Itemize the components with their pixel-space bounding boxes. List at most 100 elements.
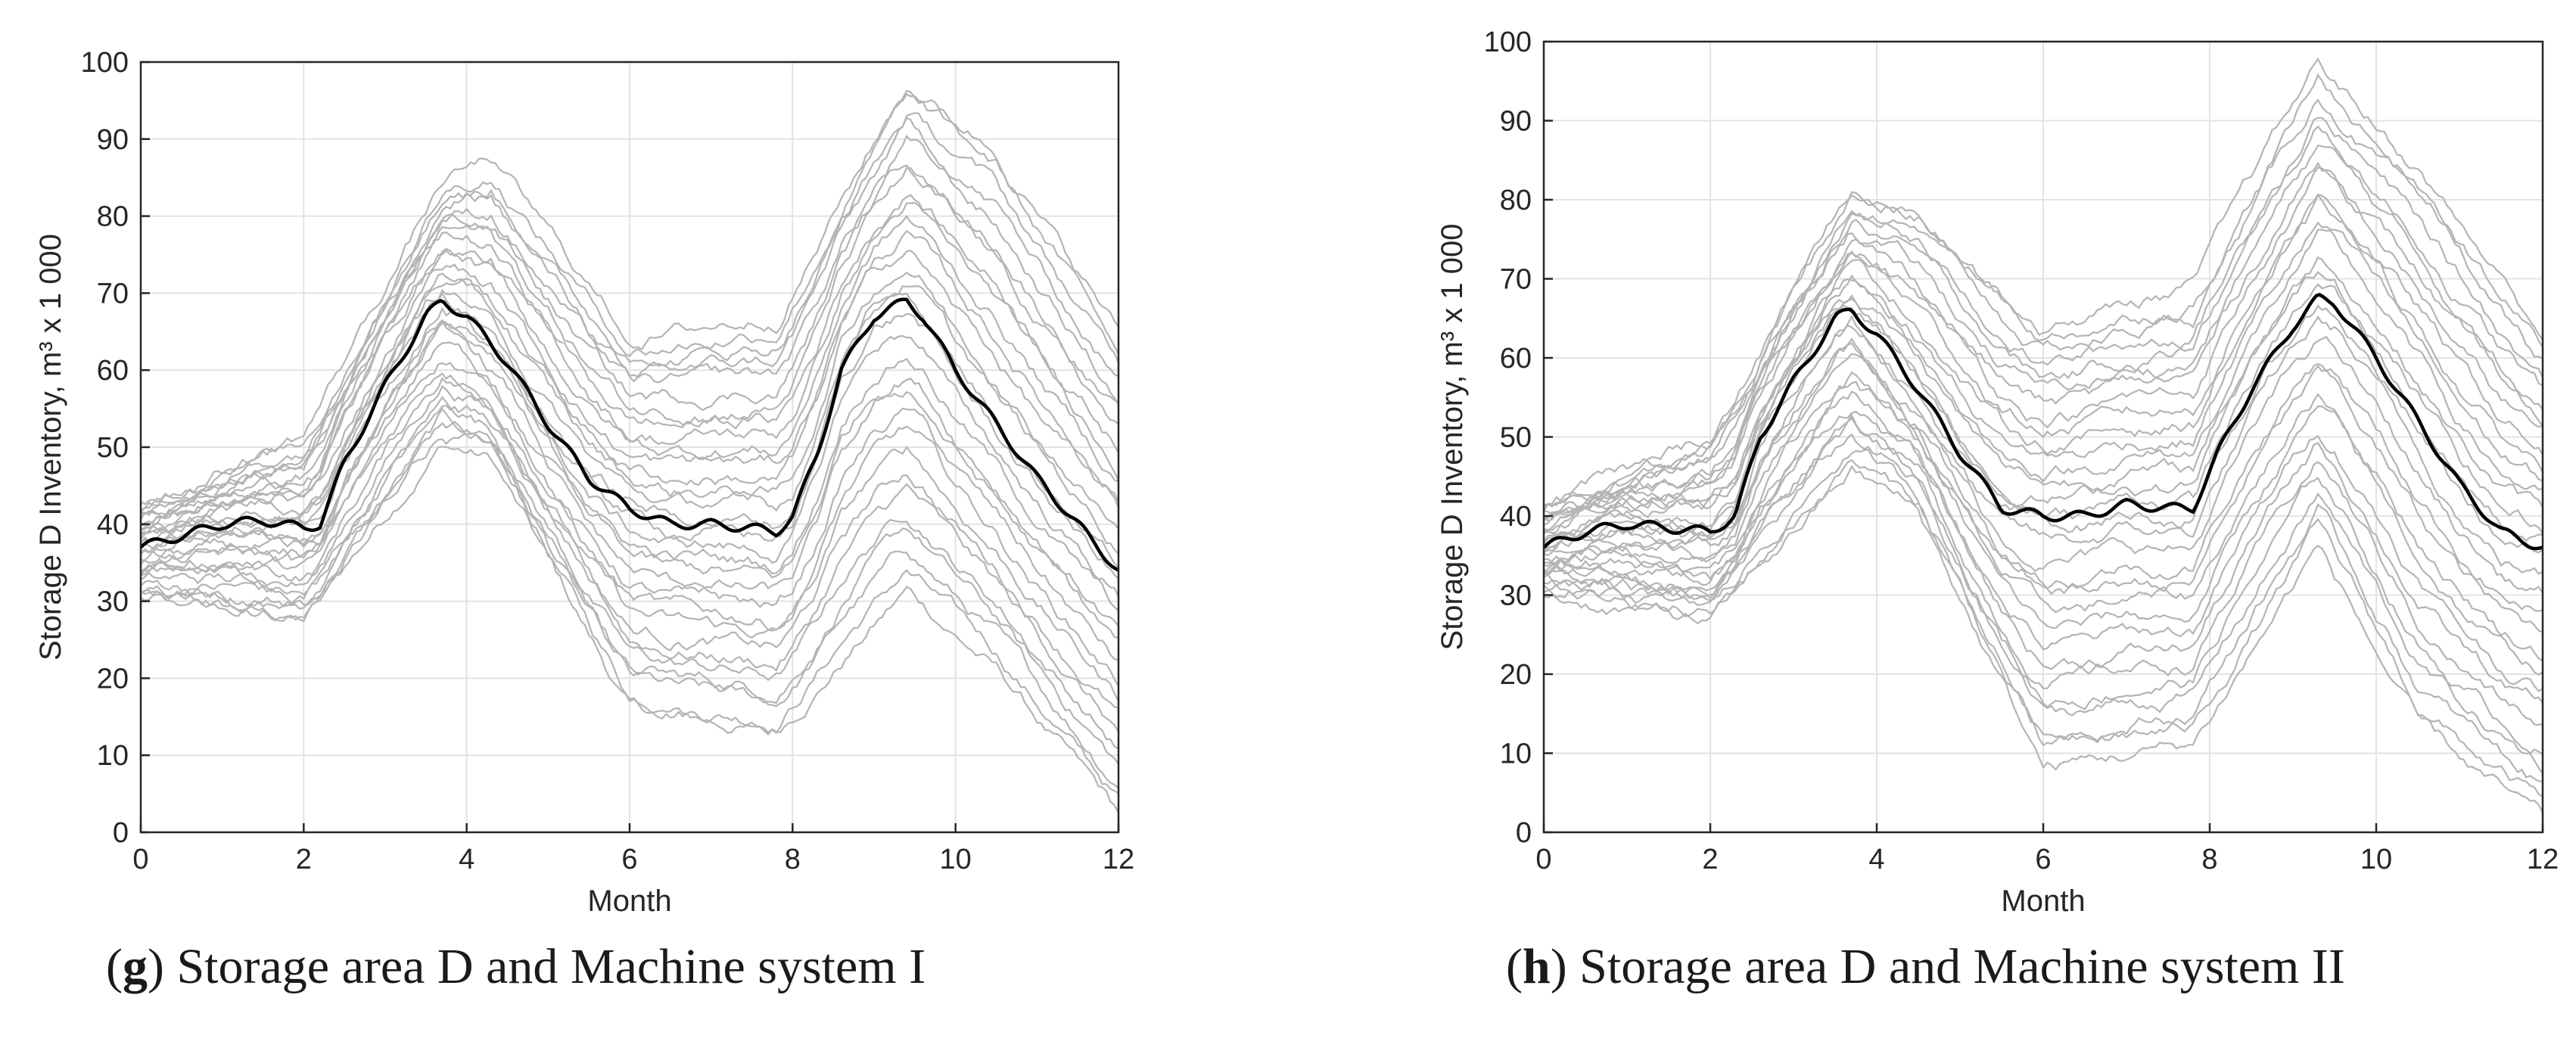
simulation-line <box>1543 433 2543 775</box>
caption-h-letter: h <box>1522 939 1551 994</box>
simulation-line <box>1543 144 2543 522</box>
y-axis-label: Storage D Inventory, m³ x 1 000 <box>34 234 67 661</box>
simulation-line <box>140 362 1119 661</box>
simulation-line <box>1543 390 2543 692</box>
x-tick-label: 2 <box>296 844 312 875</box>
simulation-line <box>140 93 1119 511</box>
simulation-line <box>140 407 1119 789</box>
x-tick-label: 10 <box>940 844 972 875</box>
x-tick-label: 4 <box>1868 844 1884 875</box>
caption-g-letter: g <box>122 939 148 994</box>
x-axis-label: Month <box>2001 884 2085 918</box>
simulation-line <box>141 194 1119 527</box>
simulation-line <box>1543 342 2543 612</box>
y-tick-label: 10 <box>1500 738 1532 770</box>
simulation-line <box>140 430 1119 794</box>
y-tick-label: 60 <box>1500 343 1532 375</box>
y-tick-label: 40 <box>1500 501 1532 533</box>
simulation-line <box>140 112 1120 516</box>
x-tick-label: 12 <box>2527 844 2559 875</box>
simulation-line <box>140 446 1119 813</box>
simulation-line <box>1543 410 2543 704</box>
simulation-line <box>1543 448 2543 782</box>
simulation-line <box>140 372 1119 687</box>
y-tick-label: 30 <box>97 586 129 618</box>
simulation-line <box>1543 283 2543 543</box>
y-axis-label: Storage D Inventory, m³ x 1 000 <box>1436 224 1469 651</box>
simulation-line <box>1543 465 2543 813</box>
y-tick-label: 0 <box>1516 817 1532 849</box>
x-tick-label: 8 <box>2201 844 2217 875</box>
y-tick-label: 100 <box>81 47 129 79</box>
simulation-line <box>140 319 1119 627</box>
caption-h-text: ) Storage area D and Machine system II <box>1550 939 2345 994</box>
y-tick-label: 70 <box>1500 264 1532 296</box>
simulation-line <box>140 230 1119 535</box>
simulation-line <box>1543 193 2543 533</box>
caption-h: (h) Storage area D and Machine system II <box>1506 938 2345 996</box>
simulation-line <box>1543 125 2543 520</box>
y-tick-label: 0 <box>113 817 129 849</box>
x-tick-label: 0 <box>132 844 148 875</box>
simulation-line <box>140 164 1119 518</box>
simulation-line <box>140 420 1119 765</box>
simulation-line <box>140 117 1119 513</box>
simulation-line <box>1543 416 2543 726</box>
x-tick-label: 6 <box>2035 844 2051 875</box>
simulation-line <box>140 201 1119 531</box>
simulation-line <box>140 384 1119 709</box>
simulation-line <box>1543 57 2543 507</box>
x-tick-label: 6 <box>621 844 637 875</box>
simulation-line <box>1543 271 2543 550</box>
y-tick-label: 90 <box>97 124 129 156</box>
simulation-line <box>140 377 1119 702</box>
simulation-line <box>1543 161 2543 521</box>
y-tick-label: 100 <box>1484 26 1532 58</box>
caption-g-text: ) Storage area D and Machine system I <box>147 939 926 994</box>
simulation-line <box>140 396 1119 750</box>
simulation-line <box>1543 335 2543 594</box>
simulation-line <box>140 166 1119 527</box>
x-tick-label: 2 <box>1702 844 1718 875</box>
simulation-line <box>1543 117 2543 511</box>
y-tick-label: 70 <box>97 278 129 309</box>
y-tick-label: 60 <box>97 355 129 387</box>
simulation-line <box>1543 353 2543 633</box>
simulation-line <box>140 89 1119 505</box>
simulation-line <box>1543 315 2543 575</box>
y-tick-label: 50 <box>1500 422 1532 454</box>
simulation-line <box>1543 413 2543 755</box>
x-tick-label: 4 <box>459 844 474 875</box>
caption-g-open: ( <box>106 939 123 994</box>
x-tick-label: 8 <box>785 844 801 875</box>
simulation-line <box>1543 98 2543 516</box>
caption-h-open: ( <box>1506 939 1523 994</box>
caption-g: (g) Storage area D and Machine system I <box>106 938 926 996</box>
y-tick-label: 10 <box>97 740 129 772</box>
chart-h: 0 2 4 6 8 10 12 0 10 20 30 40 50 60 70 80 90 100 Month Stor… <box>1436 26 2559 918</box>
simulation-line <box>140 319 1119 612</box>
y-tick-label: 80 <box>1500 185 1532 216</box>
chart-g: 0 2 4 6 8 10 12 0 10 20 30 40 50 60 70 80 90 100 Month Stor… <box>34 47 1134 918</box>
x-tick-label: 12 <box>1103 844 1134 875</box>
simulation-line <box>1543 371 2543 662</box>
y-tick-label: 50 <box>97 432 129 464</box>
simulation-line <box>1543 228 2543 538</box>
simulation-line <box>1543 166 2543 526</box>
simulation-line <box>140 291 1119 568</box>
y-tick-label: 80 <box>97 201 129 233</box>
simulation-line <box>140 272 1119 544</box>
x-axis-label: Month <box>587 884 671 918</box>
simulation-line <box>1543 193 2543 534</box>
mean-line <box>1542 292 2543 551</box>
y-tick-label: 20 <box>97 663 129 695</box>
x-tick-label: 0 <box>1535 844 1551 875</box>
y-tick-label: 40 <box>97 509 129 541</box>
simulation-line <box>1543 381 2543 676</box>
mean-line <box>139 297 1120 572</box>
simulation-line <box>140 404 1119 732</box>
y-tick-label: 90 <box>1500 106 1532 138</box>
y-tick-label: 30 <box>1500 580 1532 612</box>
simulation-line <box>140 250 1120 536</box>
